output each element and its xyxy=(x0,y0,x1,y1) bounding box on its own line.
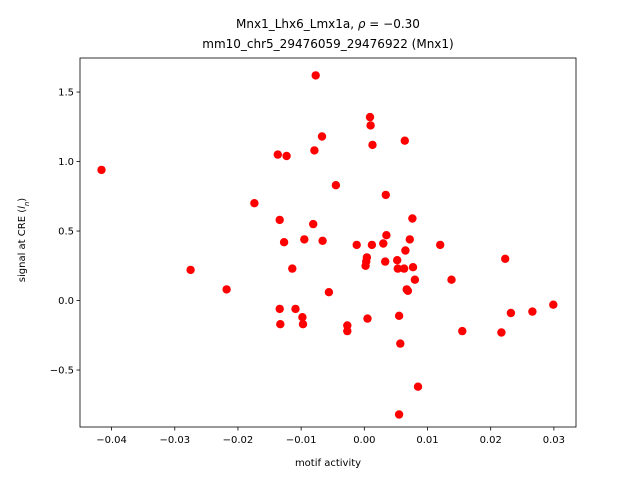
data-point-24 xyxy=(352,240,361,250)
x-tick-label-0: −0.04 xyxy=(96,435,127,446)
data-point-51 xyxy=(413,382,423,391)
data-point-18 xyxy=(317,132,327,141)
y-tick-label-0: −0.5 xyxy=(50,366,74,377)
data-point-3 xyxy=(250,199,259,208)
x-tick-label-3: −0.01 xyxy=(286,435,317,446)
y-tick-label-2: 0.5 xyxy=(58,227,74,238)
data-point-5 xyxy=(275,215,284,225)
axes-frame xyxy=(79,57,577,428)
plot-area xyxy=(80,58,576,427)
data-point-35 xyxy=(381,190,390,200)
data-point-56 xyxy=(501,254,510,263)
data-point-59 xyxy=(549,300,558,309)
x-tick-label-7: 0.03 xyxy=(543,435,565,446)
data-point-39 xyxy=(394,311,404,320)
y-tick-label-3: 1.0 xyxy=(58,157,74,168)
data-point-10 xyxy=(288,264,297,273)
data-point-52 xyxy=(436,240,445,250)
data-point-32 xyxy=(368,140,377,150)
data-point-42 xyxy=(399,264,409,273)
data-point-1 xyxy=(186,265,195,275)
data-point-19 xyxy=(318,236,327,245)
y-axis-label: signal at CRE (ln) xyxy=(17,198,31,283)
axes: −0.04 −0.03 −0.02 −0.01 0.00 0.01 0.02 0.03 −0.5… xyxy=(50,57,577,446)
data-point-40 xyxy=(394,410,404,419)
data-point-17 xyxy=(311,71,320,80)
data-point-12 xyxy=(298,313,307,322)
x-tick-label-5: 0.01 xyxy=(416,435,438,446)
data-point-37 xyxy=(393,256,402,265)
data-point-20 xyxy=(324,288,334,297)
data-point-2 xyxy=(222,285,231,294)
data-point-11 xyxy=(291,304,300,314)
data-point-46 xyxy=(403,286,413,295)
data-point-49 xyxy=(408,263,418,272)
data-point-30 xyxy=(366,121,375,130)
data-point-48 xyxy=(408,214,417,223)
chart-title-line1: Mnx1_Lhx6_Lmx1a, ρ = −0.30 xyxy=(236,17,420,31)
x-tick-label-2: −0.02 xyxy=(223,435,254,446)
chart-title-line2: mm10_chr5_29476059_29476922 (Mnx1) xyxy=(202,37,453,51)
data-point-0 xyxy=(97,165,106,175)
data-point-29 xyxy=(365,112,375,122)
data-point-53 xyxy=(447,275,456,284)
data-point-44 xyxy=(401,246,410,255)
data-point-23 xyxy=(343,326,352,336)
data-point-41 xyxy=(396,339,405,348)
data-point-28 xyxy=(363,314,372,323)
data-point-36 xyxy=(382,231,391,240)
data-point-6 xyxy=(275,304,284,314)
data-point-15 xyxy=(309,219,318,229)
data-point-47 xyxy=(405,235,414,244)
x-tick-label-4: 0.00 xyxy=(353,435,375,446)
rho-symbol: ρ xyxy=(358,17,366,31)
data-point-9 xyxy=(282,151,291,161)
data-points xyxy=(97,71,558,419)
data-point-55 xyxy=(497,328,506,337)
data-point-4 xyxy=(273,150,282,159)
x-tick-label-6: 0.02 xyxy=(480,435,502,446)
y-tick-label-4: 1.5 xyxy=(58,88,74,99)
plot-background xyxy=(80,58,576,427)
data-point-50 xyxy=(410,275,420,284)
data-point-34 xyxy=(381,257,390,266)
data-point-14 xyxy=(300,235,309,244)
data-point-7 xyxy=(276,320,285,329)
data-point-38 xyxy=(393,264,402,273)
data-point-58 xyxy=(528,307,537,316)
data-point-16 xyxy=(310,146,319,155)
data-point-13 xyxy=(298,320,308,329)
data-point-21 xyxy=(331,181,341,190)
data-point-54 xyxy=(458,326,467,336)
x-axis-label: motif activity xyxy=(295,458,361,469)
data-point-33 xyxy=(379,239,388,248)
data-point-27 xyxy=(362,253,372,262)
data-point-8 xyxy=(279,238,289,247)
data-point-43 xyxy=(400,136,409,145)
y-tick-label-1: 0.0 xyxy=(58,296,74,307)
data-point-57 xyxy=(506,308,516,318)
x-tick-label-1: −0.03 xyxy=(159,435,190,446)
data-point-31 xyxy=(367,240,377,250)
